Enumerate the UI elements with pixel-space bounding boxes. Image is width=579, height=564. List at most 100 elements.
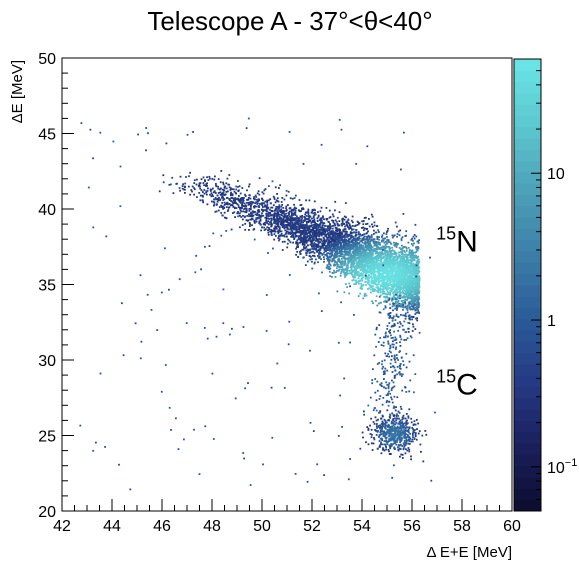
data-point <box>333 259 335 262</box>
data-point <box>331 251 334 253</box>
data-point <box>354 272 357 274</box>
data-point <box>309 258 312 261</box>
data-point <box>345 253 347 256</box>
data-point <box>196 178 198 181</box>
data-point <box>320 228 323 231</box>
data-point <box>390 265 393 268</box>
data-point <box>368 251 371 253</box>
data-point <box>375 280 378 283</box>
data-point <box>417 292 420 294</box>
data-point <box>205 183 208 186</box>
data-point <box>333 269 335 272</box>
data-point <box>273 238 276 241</box>
data-point <box>284 214 287 217</box>
data-point <box>371 257 374 259</box>
data-point <box>245 211 248 214</box>
data-point <box>391 249 394 252</box>
data-point <box>303 246 305 248</box>
data-point <box>401 255 403 258</box>
data-point <box>388 246 391 249</box>
data-point <box>339 229 341 231</box>
data-point <box>402 283 404 285</box>
data-point <box>400 278 403 281</box>
data-point <box>235 188 238 191</box>
data-point <box>298 238 301 240</box>
data-point <box>377 286 379 288</box>
data-point <box>404 278 407 281</box>
data-point <box>377 229 380 232</box>
data-point <box>301 230 304 232</box>
data-point <box>369 268 371 271</box>
data-point <box>363 264 366 266</box>
data-point <box>366 253 368 256</box>
data-point <box>401 258 404 261</box>
data-point <box>384 244 387 246</box>
data-point <box>315 234 317 237</box>
data-point <box>274 201 277 204</box>
data-point <box>359 273 361 275</box>
data-point <box>354 273 357 276</box>
data-point <box>318 255 321 258</box>
data-point <box>400 269 403 272</box>
data-point <box>387 273 389 276</box>
data-point <box>349 248 352 251</box>
data-point <box>193 187 195 189</box>
data-point <box>392 257 395 259</box>
data-point <box>406 307 409 309</box>
data-point <box>344 259 347 262</box>
data-point <box>241 224 244 226</box>
data-point <box>307 228 310 231</box>
data-point <box>386 251 389 254</box>
data-point <box>270 217 272 220</box>
data-point <box>230 191 232 194</box>
data-point <box>352 228 355 231</box>
data-point <box>334 224 337 227</box>
data-point <box>369 254 371 257</box>
data-point <box>304 213 307 216</box>
data-point <box>392 288 395 291</box>
data-point <box>411 264 414 267</box>
data-point <box>364 272 367 275</box>
data-point <box>410 252 412 255</box>
data-point <box>373 233 375 235</box>
data-point <box>370 282 373 285</box>
data-point <box>315 225 318 228</box>
data-point <box>355 283 357 285</box>
data-point <box>405 278 408 280</box>
data-point <box>376 261 379 263</box>
data-point <box>250 211 252 214</box>
data-point <box>388 251 391 253</box>
data-point <box>350 234 353 237</box>
data-point <box>402 267 405 270</box>
data-point <box>354 266 357 269</box>
data-point <box>216 203 218 205</box>
data-point <box>251 214 253 217</box>
data-point <box>202 201 205 204</box>
data-point <box>264 204 266 207</box>
data-point <box>287 204 289 206</box>
data-point <box>389 289 392 292</box>
data-point <box>380 246 382 249</box>
data-point <box>237 204 240 207</box>
data-point <box>363 249 366 252</box>
data-point <box>358 275 361 278</box>
data-point <box>205 190 208 193</box>
data-point <box>240 216 243 218</box>
data-point <box>244 204 247 207</box>
data-point <box>373 280 375 282</box>
data-point <box>361 274 364 276</box>
data-point <box>406 255 409 257</box>
data-point <box>351 260 353 263</box>
data-point <box>403 266 406 269</box>
data-point <box>332 259 334 262</box>
data-point <box>418 239 420 242</box>
data-point <box>332 227 334 230</box>
data-point <box>272 204 275 207</box>
data-point <box>371 273 373 275</box>
data-point <box>368 271 370 274</box>
data-point <box>402 308 404 311</box>
data-point <box>279 218 282 221</box>
data-point <box>373 229 375 232</box>
data-point <box>347 256 350 259</box>
data-point <box>381 273 384 276</box>
